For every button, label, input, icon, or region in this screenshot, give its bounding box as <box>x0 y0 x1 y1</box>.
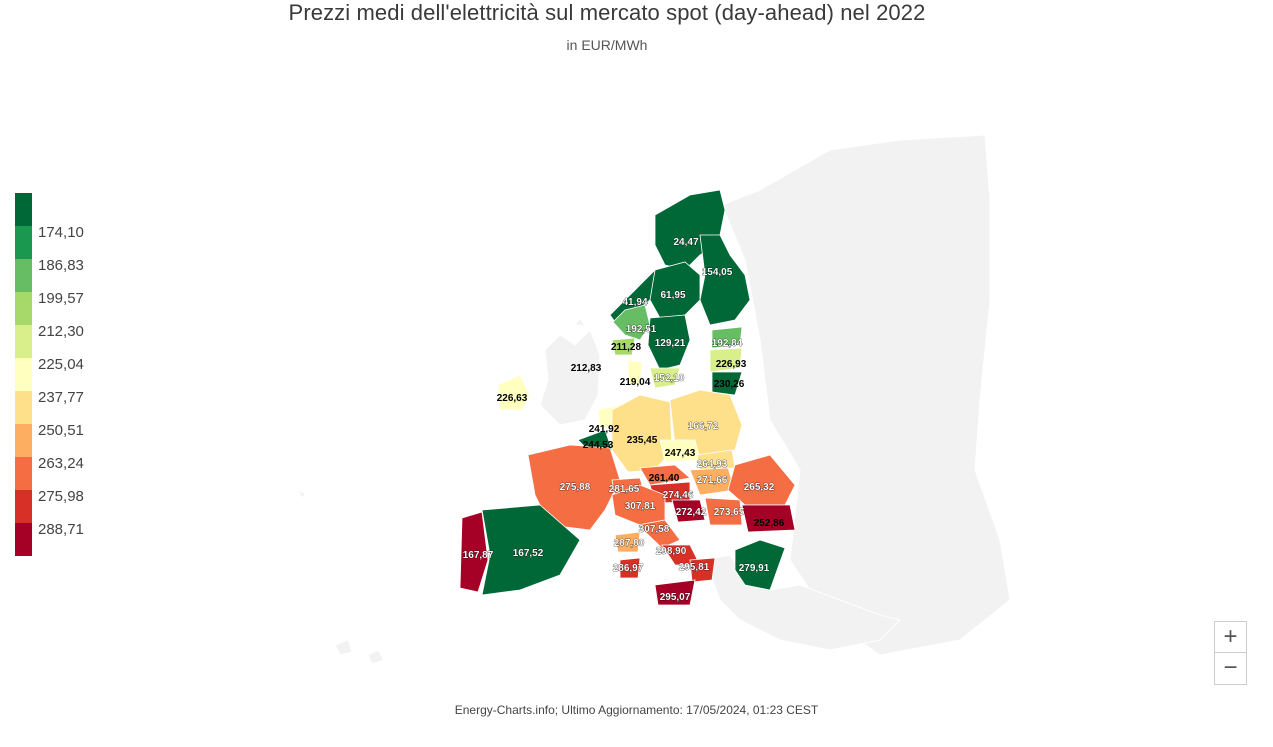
region-label: 307,81 <box>625 501 656 512</box>
region-label: 61,95 <box>660 290 685 301</box>
region-label: 24,47 <box>673 237 698 248</box>
region-label: 129,21 <box>655 338 686 349</box>
region-sweden-north[interactable] <box>649 261 701 319</box>
region-value-labels: 24,47 154,05 41,94 61,95 192,51 129,21 1… <box>462 237 785 604</box>
region-bulgaria[interactable] <box>741 504 796 533</box>
region-label: 154,05 <box>702 267 733 278</box>
legend-label: 237,77 <box>38 389 84 406</box>
region-romania[interactable] <box>727 454 796 506</box>
legend-swatch <box>15 424 32 457</box>
region-sweden-south[interactable] <box>647 314 691 371</box>
region-ireland[interactable] <box>497 374 531 411</box>
region-calabria[interactable] <box>689 557 716 583</box>
region-croatia[interactable] <box>671 499 706 523</box>
legend-swatch <box>15 259 32 292</box>
region-label: 287,80 <box>614 538 645 549</box>
region-label: 166,72 <box>688 421 719 432</box>
region-label: 273,65 <box>714 507 745 518</box>
region-spain[interactable] <box>481 504 581 596</box>
region-label: 271,66 <box>697 475 728 486</box>
region-label: 244,53 <box>583 440 614 451</box>
region-estonia[interactable] <box>711 326 743 349</box>
region-sweden-se4[interactable] <box>649 367 681 389</box>
region-label: 212,83 <box>571 363 602 374</box>
region-label: 230,26 <box>714 379 745 390</box>
legend-swatch <box>15 325 32 358</box>
legend-label: 288,71 <box>38 521 84 538</box>
region-label: 298,90 <box>656 546 687 557</box>
region-italy-centre[interactable] <box>637 519 681 549</box>
legend-label: 275,98 <box>38 488 84 505</box>
region-label: 41,94 <box>622 297 647 308</box>
region-label: 226,93 <box>716 359 747 370</box>
legend-swatch <box>15 490 32 523</box>
region-denmark[interactable] <box>627 359 643 386</box>
region-label: 252,86 <box>754 518 785 529</box>
region-label: 264,93 <box>697 459 728 470</box>
legend-swatch <box>15 523 32 556</box>
region-label: 272,42 <box>676 507 707 518</box>
region-label: 226,63 <box>497 393 528 404</box>
credits-text: Energy-Charts.info; Ultimo Aggiornamento… <box>454 703 819 717</box>
region-sicily[interactable] <box>654 579 696 606</box>
legend-label: 250,51 <box>38 422 84 439</box>
region-label: 192,51 <box>626 324 657 335</box>
region-label: 192,84 <box>712 338 743 349</box>
region-label: 275,88 <box>560 482 591 493</box>
legend-label: 186,83 <box>38 257 84 274</box>
region-sardinia[interactable] <box>614 531 641 553</box>
region-label: 286,97 <box>613 563 644 574</box>
region-austria[interactable] <box>639 464 691 486</box>
region-label: 279,91 <box>739 563 770 574</box>
region-portugal[interactable] <box>459 511 489 593</box>
legend-swatch <box>15 457 32 490</box>
region-label: 152,10 <box>654 373 685 384</box>
region-latvia[interactable] <box>709 347 743 373</box>
legend-swatch <box>15 193 32 226</box>
region-label: 261,40 <box>649 473 680 484</box>
region-label: 211,28 <box>611 342 641 353</box>
region-germany[interactable] <box>611 394 673 473</box>
region-lithuania[interactable] <box>711 371 743 396</box>
legend-swatch <box>15 391 32 424</box>
region-finland[interactable] <box>699 234 751 326</box>
zoom-out-button[interactable]: − <box>1214 652 1247 685</box>
region-label: 219,04 <box>620 377 651 388</box>
legend-swatch <box>15 226 32 259</box>
legend-label: 174,10 <box>38 224 84 241</box>
region-label: 235,45 <box>627 435 658 446</box>
region-label: 274,46 <box>663 490 694 501</box>
legend-label: 263,24 <box>38 455 84 472</box>
region-label: 307,58 <box>639 524 670 535</box>
region-label: 295,81 <box>679 562 710 573</box>
region-label: 265,32 <box>744 482 775 493</box>
region-sicily-west[interactable] <box>619 557 641 579</box>
map-subtitle: in EUR/MWh <box>566 37 648 53</box>
legend-label: 225,04 <box>38 356 84 373</box>
region-label: 295,07 <box>660 592 691 603</box>
legend-swatch <box>15 292 32 325</box>
region-greece[interactable] <box>734 539 786 591</box>
legend-swatch <box>15 358 32 391</box>
region-label: 167,87 <box>463 550 494 561</box>
region-label: 167,52 <box>513 548 544 559</box>
region-label: 247,43 <box>665 448 696 459</box>
region-label: 281,65 <box>609 484 640 495</box>
legend-label: 212,30 <box>38 323 84 340</box>
region-serbia[interactable] <box>704 497 743 526</box>
region-norway-southwest[interactable] <box>611 337 636 356</box>
zoom-in-button[interactable]: + <box>1214 621 1247 654</box>
region-label: 241,92 <box>589 424 620 435</box>
data-regions <box>459 189 796 606</box>
legend-label: 199,57 <box>38 290 84 307</box>
map-title: Prezzi medi dell'elettricità sul mercato… <box>288 0 926 25</box>
